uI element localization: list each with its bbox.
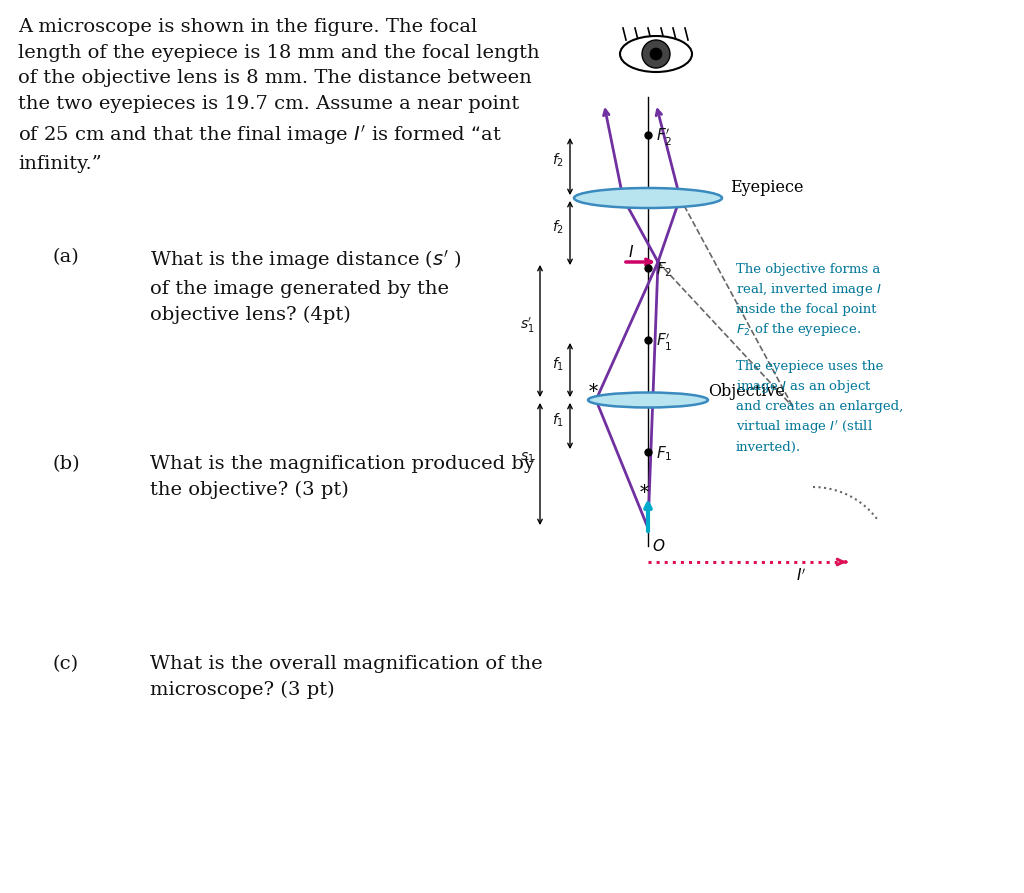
Text: (a): (a) [52,248,79,266]
Text: $F_1$: $F_1$ [656,444,673,463]
Text: $I$: $I$ [628,244,634,260]
Text: What is the image distance ($s'$ )
of the image generated by the
objective lens?: What is the image distance ($s'$ ) of th… [150,248,462,324]
Text: *: * [589,383,598,401]
Text: $f_1$: $f_1$ [552,412,564,429]
Text: (b): (b) [52,455,80,473]
Text: $f_1$: $f_1$ [552,355,564,372]
Text: $O$: $O$ [652,538,666,554]
Text: Objective: Objective [708,383,784,400]
Text: What is the magnification produced by
the objective? (3 pt): What is the magnification produced by th… [150,455,535,499]
Text: $f_2$: $f_2$ [552,218,564,236]
Ellipse shape [642,40,670,68]
Text: $s_1$: $s_1$ [519,451,534,465]
Text: Eyepiece: Eyepiece [730,179,804,196]
Ellipse shape [650,48,662,60]
Text: The objective forms a
real, inverted image $I$
inside the focal point
$F_2$ of t: The objective forms a real, inverted ima… [736,263,882,338]
Text: (c): (c) [52,655,78,673]
Text: $I'$: $I'$ [796,567,807,584]
Text: What is the overall magnification of the
microscope? (3 pt): What is the overall magnification of the… [150,655,543,699]
Text: $s_1'$: $s_1'$ [519,315,534,335]
Text: The eyepiece uses the
image $I$ as an object
and creates an enlarged,
virtual im: The eyepiece uses the image $I$ as an ob… [736,360,903,454]
Ellipse shape [588,393,708,407]
Ellipse shape [620,36,692,72]
Text: $f_2$: $f_2$ [552,151,564,169]
Text: $F_1'$: $F_1'$ [656,332,673,353]
Ellipse shape [574,188,722,208]
Text: *: * [639,484,648,502]
Text: $F_2'$: $F_2'$ [656,127,673,148]
Text: A microscope is shown in the figure. The focal
length of the eyepiece is 18 mm a: A microscope is shown in the figure. The… [18,18,540,172]
Text: $F_2$: $F_2$ [656,260,673,279]
